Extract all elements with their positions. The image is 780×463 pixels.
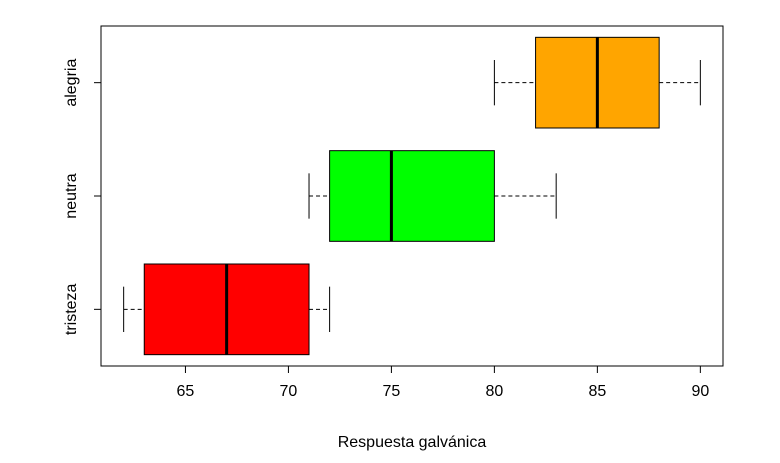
y-tick-label-tristeza: tristeza (63, 283, 80, 335)
x-axis: 65 70 75 80 85 90 (177, 365, 709, 400)
y-axis: tristeza neutra alegria (63, 59, 102, 335)
box-tristeza (123, 263, 331, 356)
x-tick-label: 75 (383, 383, 401, 400)
y-tick-label-alegria: alegria (63, 59, 80, 107)
boxes-layer (123, 36, 701, 356)
iqr-box (329, 150, 495, 242)
x-tick-label: 65 (177, 383, 195, 400)
x-tick-label: 80 (485, 383, 503, 400)
x-tick-label: 90 (691, 383, 709, 400)
box-alegria (493, 36, 701, 129)
x-axis-label: Respuesta galvánica (338, 434, 487, 451)
x-tick-label: 70 (280, 383, 298, 400)
x-tick-label: 85 (588, 383, 606, 400)
box-neutra (308, 150, 557, 242)
y-tick-label-neutra: neutra (63, 173, 80, 218)
